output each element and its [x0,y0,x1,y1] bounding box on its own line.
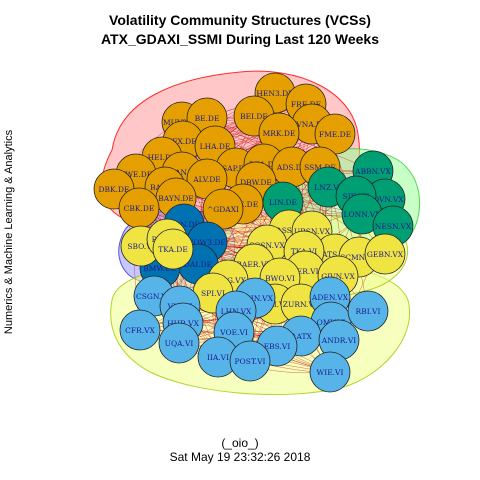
network-node-label: LNZ.VI [314,183,341,192]
network-node-label: ^ATX [290,332,312,341]
network-node-circle [229,340,271,382]
network-node-label: ZURN.VX [283,300,320,309]
network-node-label: VNA.DE [295,120,327,129]
network-node-label: VER.VI [290,267,318,276]
network-node-label: CSGN.VX [136,292,173,301]
network-node: WIE.VI [309,351,351,393]
network-node-label: LHA.DE [200,142,231,151]
network-node-label: SGSN.VX [249,241,285,250]
network-node-label: NOVN.VX [366,195,404,204]
network-node: ^GDAXI [202,188,244,230]
network-node-label: CFR.VX [125,326,155,335]
network-node: IIA.VI [197,336,239,378]
network-node-label: SAP.DE [222,164,250,173]
network-node-circle [364,233,406,275]
network-node-label: ^SSMI [275,226,302,235]
network-node: POST.VI [229,340,271,382]
network-node-label: GEBN.VX [367,250,404,259]
network-node-label: UBSN.VX [294,227,331,236]
network-node-label: SSM.DE [304,163,336,172]
network-node-label: ALV.DE [192,175,220,184]
network-node: UQA.VI [158,322,200,364]
network-node-label: CBK.DE [124,204,155,213]
network-node-label: DTE.DE [228,200,258,209]
network-node-label: HEI.DE [148,153,177,162]
network-nodes: HEN3.DEFRE.DEBEI.DEVNA.DEMUV2.DEBE.DEMRK… [93,72,414,393]
network-node-label: ABBN.VX [354,167,391,176]
network-node-label: ADEN.VX [311,293,349,302]
network-node-label: POST.VI [235,357,266,366]
network-node-label: EBS.VI [264,342,291,351]
chart-title-line-1: Volatility Community Structures (VCSs) [109,12,371,28]
network-node-label: BEI.DE [240,112,268,121]
network-node-label: ANDR.VI [321,336,356,345]
network-node-label: DAI.DE [184,260,212,269]
network-node-label: LHN.VX [221,307,252,316]
network-node-label: ATS.VI [321,250,348,259]
network-node-label: CAI.VI [263,300,288,309]
network-node-label: BWO.VI [265,274,295,283]
network-node-label: BE.DE [195,114,220,123]
network-node-circle [158,322,200,364]
chart-title-line-2: ATX_GDAXI_SSMI During Last 120 Weeks [100,31,379,47]
network-node-label: LIN.DE [269,198,297,207]
network-node-circle [347,290,389,332]
network-node-label: EOAN.DE [164,168,201,177]
network-node-label: DBK.DE [99,185,130,194]
network-node-label: WIE.VI [317,368,344,377]
network-node-label: FRE.DE [291,100,321,109]
network-node: TKA.DE [152,228,194,270]
network-edge [175,197,363,215]
network-node-label: GIVN.VX [321,272,355,281]
network-node-circle [119,309,161,351]
network-node: CBK.DE [118,187,160,229]
caption-signature: (_oio_) [221,436,259,450]
network-node-label: SCMN.VX [340,253,378,262]
network-node-circle [152,228,194,270]
network-node-label: SBO.VI [127,242,154,251]
network-node-label: DBW.DE [240,178,272,187]
network-node-label: RBI.VI [356,307,381,316]
network-node-label: BAER.VX [236,260,272,269]
network-node: GEBN.VX [364,233,406,275]
network-node-label: BMW.DE [143,264,176,273]
network-node-circle [202,188,244,230]
network-node-label: ^GDAXI [207,205,239,214]
network-node-label: RWE.DE [120,170,153,179]
network-node-label: TKA.DE [158,245,188,254]
network-node-label: NESN.VX [375,222,412,231]
network-node-label: IIA.VI [207,353,229,362]
network-node-label: HEN3.DE [256,89,293,98]
network-node-label: BAYN.DE [158,194,194,203]
network-node-label: IFX.DE [169,137,196,146]
network-node-label: UQA.VI [165,339,194,348]
network-node-label: SLHN.VX [237,294,274,303]
network-node-circle [309,351,351,393]
network-node-label: CON.DE [168,220,200,229]
network-node-label: FME.DE [319,130,351,139]
network-node-label: SPI.VI [201,289,225,298]
network-node-label: ADS.DE [276,163,307,172]
network-node-label: VOE.VI [219,328,248,337]
network-node-label: VOW3.DE [187,238,226,247]
network-node: RBI.VI [347,290,389,332]
network-node-label: LONN.VX [344,210,382,219]
network-node: CFR.VX [119,309,161,351]
network-node-label: MRK.DE [263,129,296,138]
caption-timestamp: Sat May 19 23:32:26 2018 [169,450,311,464]
